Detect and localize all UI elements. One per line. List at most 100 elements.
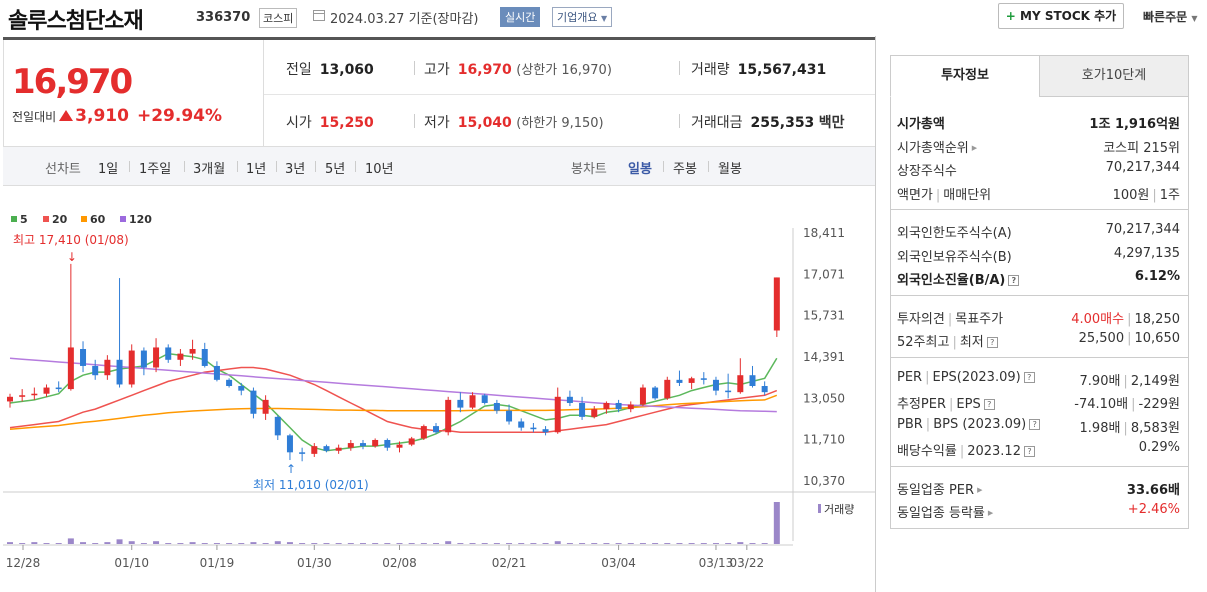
candle-body [639, 387, 646, 405]
divider [237, 161, 238, 172]
tab-3m[interactable]: 3개월 [193, 162, 226, 177]
tab-orderbook[interactable]: 호가10단계 [1039, 55, 1189, 97]
lower-limit: (하한가 9,150) [516, 116, 604, 131]
tab-1y[interactable]: 1년 [246, 162, 267, 177]
tab-1d[interactable]: 1일 [98, 162, 119, 177]
pipe-divider: | [1123, 420, 1128, 436]
pipe-divider: | [1123, 373, 1128, 389]
per-values: 7.90배 | 2,149원 [1080, 370, 1180, 389]
est-per-values: -74.10배 | -229원 [1074, 393, 1180, 412]
legend-swatch [81, 216, 87, 222]
div-label: 배당수익률 [897, 444, 957, 459]
tab-3y[interactable]: 3년 [285, 162, 306, 177]
industry-rate-row[interactable]: 동일업종 등락률 ▶ +2.46% [891, 498, 1188, 522]
x-tick-label: 03/22 [730, 556, 765, 570]
volume-bar [761, 543, 768, 544]
pipe-divider: | [959, 444, 965, 459]
candle-body [773, 277, 780, 331]
industry-per-label-wrap: 동일업종 PER ▶ [897, 479, 982, 498]
volume-bar [384, 543, 391, 544]
change-label: 전일대비 [12, 110, 57, 124]
y-tick-label: 14,391 [803, 350, 845, 364]
industry-per-label: 동일업종 PER [897, 482, 975, 498]
candle-body [311, 446, 318, 454]
max-arrow-icon: ↓ [67, 250, 77, 264]
candle-body [189, 348, 196, 354]
realtime-button[interactable]: 실시간 [500, 7, 541, 27]
candle-body [712, 379, 719, 391]
low-value: 15,040 [457, 115, 512, 131]
candle-body [384, 439, 391, 448]
volume-bar [372, 543, 379, 544]
volume-bar [153, 541, 160, 544]
volume-bar [603, 543, 610, 544]
candle-body [55, 387, 62, 390]
candle-body [238, 386, 245, 391]
help-icon[interactable]: ? [1008, 275, 1020, 286]
candle-body [226, 379, 233, 387]
opinion-value: 4.00매수 [1071, 311, 1125, 327]
candle-body [140, 350, 147, 368]
candle-body [335, 447, 342, 451]
low-price: 저가 15,040 (하한가 9,150) [424, 112, 604, 132]
x-tick-label: 03/13 [699, 556, 734, 570]
candle-body [104, 359, 111, 376]
trade-unit-label: 매매단위 [943, 187, 992, 203]
tab-weekly[interactable]: 주봉 [673, 162, 697, 177]
help-icon[interactable]: ? [1023, 371, 1035, 383]
divider [355, 161, 356, 172]
divider [414, 61, 415, 75]
mystock-add-button[interactable]: + MY STOCK 추가 [998, 3, 1124, 29]
candle-body [323, 446, 330, 451]
panel-tabs: 투자정보 호가10단계 [890, 55, 1190, 97]
help-icon[interactable]: ? [1029, 418, 1041, 430]
tab-10y[interactable]: 10년 [365, 162, 394, 177]
foreign-ratio-value: 6.12% [1134, 269, 1180, 284]
help-icon[interactable]: ? [983, 399, 995, 410]
opinion-values: 4.00매수 | 18,250 [1071, 308, 1180, 327]
candle-body [591, 409, 598, 417]
candle-body [177, 353, 184, 360]
candle-body [506, 410, 513, 422]
pipe-divider: | [1127, 311, 1132, 327]
shares-row: 상장주식수 70,217,344 [891, 156, 1188, 180]
candle-body [518, 421, 525, 428]
div-value: 0.29% [1138, 440, 1180, 455]
help-icon[interactable]: ? [1023, 446, 1035, 457]
section-divider [891, 356, 1188, 358]
foreign-hold-label: 외국인보유주식수(B) [897, 249, 1012, 265]
shares-value: 70,217,344 [1105, 160, 1180, 175]
volume-value: 15,567,431 [737, 62, 827, 78]
market-cap-rank-row[interactable]: 시가총액순위 ▶ 코스피 215위 [891, 133, 1188, 157]
volume-bar [737, 542, 744, 544]
candle-body [469, 395, 476, 408]
help-icon[interactable]: ? [986, 337, 998, 348]
per-row: PER | EPS(2023.09)? 7.90배 | 2,149원 [891, 366, 1188, 390]
candle-body [445, 399, 452, 433]
ma-line-120 [9, 357, 777, 413]
pipe-divider: | [947, 311, 953, 327]
volume-bar [116, 539, 123, 544]
tab-1w[interactable]: 1주일 [139, 162, 172, 177]
industry-per-row[interactable]: 동일업종 PER ▶ 33.66배 [891, 475, 1188, 499]
volume-bar [104, 542, 111, 544]
tab-daily[interactable]: 일봉 [628, 162, 652, 177]
foreign-hold-value: 4,297,135 [1113, 245, 1180, 261]
candle-body [201, 348, 208, 366]
panel-body: 시가총액 1조 1,916억원 시가총액순위 ▶ 코스피 215위 상장주식수 70,2… [890, 97, 1189, 529]
prev-close-label: 전일 [286, 62, 312, 78]
volume-bar [457, 543, 464, 544]
volume-bar [238, 543, 245, 544]
divider [708, 161, 709, 172]
candle-body [603, 402, 610, 410]
company-overview-dropdown[interactable]: 기업개요 ▼ [552, 7, 613, 27]
tab-5y[interactable]: 5년 [325, 162, 346, 177]
volume-bar [140, 543, 147, 544]
candle-body [372, 439, 379, 447]
open-price: 시가 15,250 [286, 112, 374, 132]
tab-investment-info[interactable]: 투자정보 [890, 55, 1040, 97]
quick-order-dropdown[interactable]: 빠른주문 ▼ [1143, 8, 1198, 25]
tab-monthly[interactable]: 월봉 [718, 162, 742, 177]
candle-chart[interactable]: 5 20 60 120 18,411 17,071 15,731 14,391 13,050 11… [3, 205, 875, 592]
volume-bar [725, 543, 732, 544]
